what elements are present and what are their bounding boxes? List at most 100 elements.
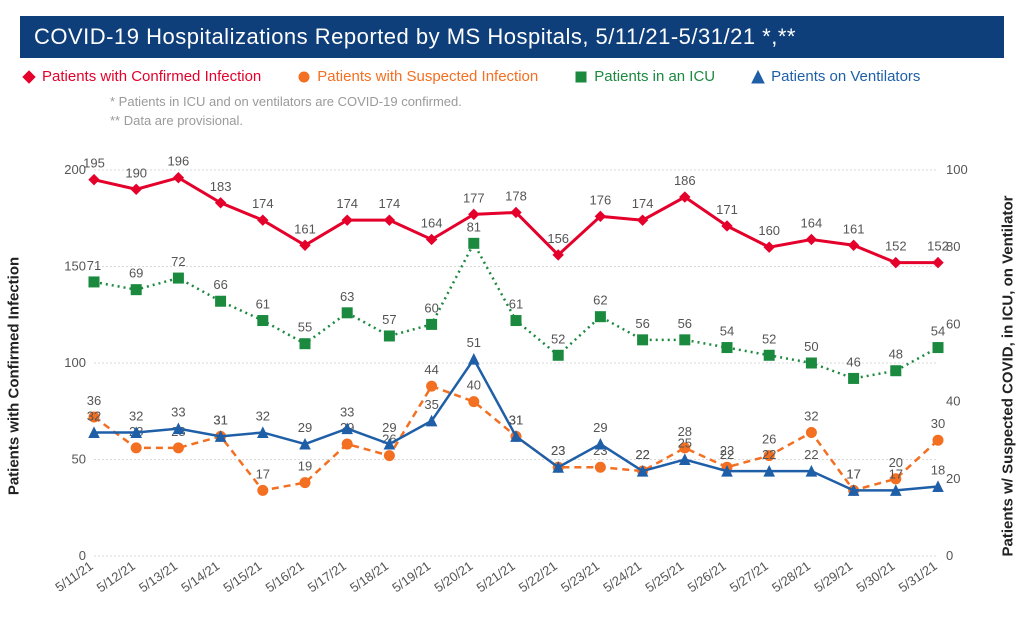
svg-text:178: 178: [505, 188, 527, 203]
svg-text:177: 177: [463, 190, 485, 205]
svg-text:69: 69: [129, 266, 143, 281]
svg-text:156: 156: [547, 231, 569, 246]
svg-text:55: 55: [298, 320, 312, 335]
chart-title: COVID-19 Hospitalizations Reported by MS…: [20, 16, 1004, 58]
svg-text:63: 63: [340, 289, 354, 304]
svg-text:35: 35: [424, 397, 438, 412]
legend-item-suspected: Patients with Suspected Infection: [297, 68, 556, 85]
svg-text:164: 164: [421, 215, 443, 230]
svg-text:5/31/21: 5/31/21: [896, 558, 940, 595]
chart-plot: Patients with Confirmed Infection Patien…: [20, 130, 1004, 622]
svg-text:36: 36: [87, 393, 101, 408]
svg-text:29: 29: [593, 420, 607, 435]
svg-text:174: 174: [632, 196, 654, 211]
svg-text:0: 0: [946, 548, 953, 563]
svg-text:160: 160: [758, 223, 780, 238]
svg-text:29: 29: [382, 420, 396, 435]
svg-text:5/21/21: 5/21/21: [474, 558, 518, 595]
legend-item-vent: Patients on Ventilators: [751, 68, 938, 85]
svg-text:164: 164: [801, 215, 823, 230]
svg-text:17: 17: [889, 466, 903, 481]
svg-text:22: 22: [762, 447, 776, 462]
svg-text:183: 183: [210, 179, 232, 194]
svg-text:100: 100: [946, 162, 968, 177]
svg-text:174: 174: [379, 196, 401, 211]
svg-text:5/11/21: 5/11/21: [52, 558, 95, 595]
svg-text:5/13/21: 5/13/21: [136, 558, 180, 595]
svg-text:150: 150: [64, 259, 86, 274]
svg-text:152: 152: [885, 239, 907, 254]
svg-text:32: 32: [87, 408, 101, 423]
svg-text:20: 20: [946, 471, 960, 486]
legend-item-confirmed: Patients with Confirmed Infection: [22, 68, 279, 85]
footnotes: * Patients in ICU and on ventilators are…: [110, 92, 1004, 131]
svg-text:5/24/21: 5/24/21: [600, 558, 644, 595]
svg-text:5/16/21: 5/16/21: [263, 558, 307, 595]
svg-text:5/27/21: 5/27/21: [727, 558, 771, 595]
svg-text:5/29/21: 5/29/21: [811, 558, 855, 595]
svg-text:56: 56: [635, 316, 649, 331]
svg-text:51: 51: [467, 335, 481, 350]
y-axis-left-label: Patients with Confirmed Infection: [6, 257, 23, 495]
svg-text:5/25/21: 5/25/21: [642, 558, 686, 595]
svg-text:32: 32: [129, 408, 143, 423]
svg-text:18: 18: [931, 463, 945, 478]
svg-text:161: 161: [294, 221, 316, 236]
svg-text:5/28/21: 5/28/21: [769, 558, 813, 595]
svg-text:46: 46: [846, 354, 860, 369]
svg-text:40: 40: [946, 394, 960, 409]
svg-text:31: 31: [509, 412, 523, 427]
svg-text:5/15/21: 5/15/21: [220, 558, 264, 595]
footnote-1: * Patients in ICU and on ventilators are…: [110, 92, 1004, 112]
svg-text:50: 50: [72, 452, 86, 467]
svg-text:32: 32: [256, 408, 270, 423]
svg-text:33: 33: [171, 405, 185, 420]
legend-item-icu: Patients in an ICU: [574, 68, 733, 85]
svg-text:60: 60: [946, 316, 960, 331]
svg-text:54: 54: [931, 324, 945, 339]
svg-text:57: 57: [382, 312, 396, 327]
svg-text:25: 25: [678, 436, 692, 451]
svg-text:152: 152: [927, 239, 949, 254]
svg-text:29: 29: [298, 420, 312, 435]
svg-text:52: 52: [551, 331, 565, 346]
svg-text:100: 100: [64, 355, 86, 370]
svg-text:5/23/21: 5/23/21: [558, 558, 602, 595]
svg-text:196: 196: [168, 154, 190, 169]
svg-text:22: 22: [635, 447, 649, 462]
svg-text:26: 26: [762, 432, 776, 447]
svg-text:171: 171: [716, 202, 738, 217]
svg-text:23: 23: [551, 443, 565, 458]
svg-text:5/26/21: 5/26/21: [685, 558, 729, 595]
svg-text:5/20/21: 5/20/21: [431, 558, 475, 595]
svg-text:5/30/21: 5/30/21: [853, 558, 897, 595]
svg-text:5/17/21: 5/17/21: [305, 558, 349, 595]
svg-text:32: 32: [804, 408, 818, 423]
svg-text:195: 195: [83, 156, 105, 171]
svg-text:54: 54: [720, 324, 734, 339]
svg-text:60: 60: [424, 300, 438, 315]
svg-text:5/19/21: 5/19/21: [389, 558, 433, 595]
svg-text:66: 66: [213, 277, 227, 292]
svg-text:5/22/21: 5/22/21: [516, 558, 560, 595]
legend: Patients with Confirmed Infection Patient…: [22, 68, 1004, 88]
svg-text:174: 174: [336, 196, 358, 211]
svg-text:17: 17: [846, 466, 860, 481]
svg-text:5/12/21: 5/12/21: [94, 558, 138, 595]
svg-text:174: 174: [252, 196, 274, 211]
svg-text:61: 61: [509, 297, 523, 312]
svg-text:161: 161: [843, 221, 865, 236]
svg-text:5/14/21: 5/14/21: [178, 558, 222, 595]
svg-text:81: 81: [467, 219, 481, 234]
svg-text:31: 31: [213, 412, 227, 427]
svg-text:30: 30: [931, 416, 945, 431]
svg-text:48: 48: [889, 347, 903, 362]
svg-text:190: 190: [125, 165, 147, 180]
svg-text:44: 44: [424, 362, 438, 377]
svg-text:186: 186: [674, 173, 696, 188]
svg-text:52: 52: [762, 331, 776, 346]
footnote-2: ** Data are provisional.: [110, 111, 1004, 131]
svg-text:62: 62: [593, 293, 607, 308]
svg-text:40: 40: [467, 378, 481, 393]
svg-text:50: 50: [804, 339, 818, 354]
